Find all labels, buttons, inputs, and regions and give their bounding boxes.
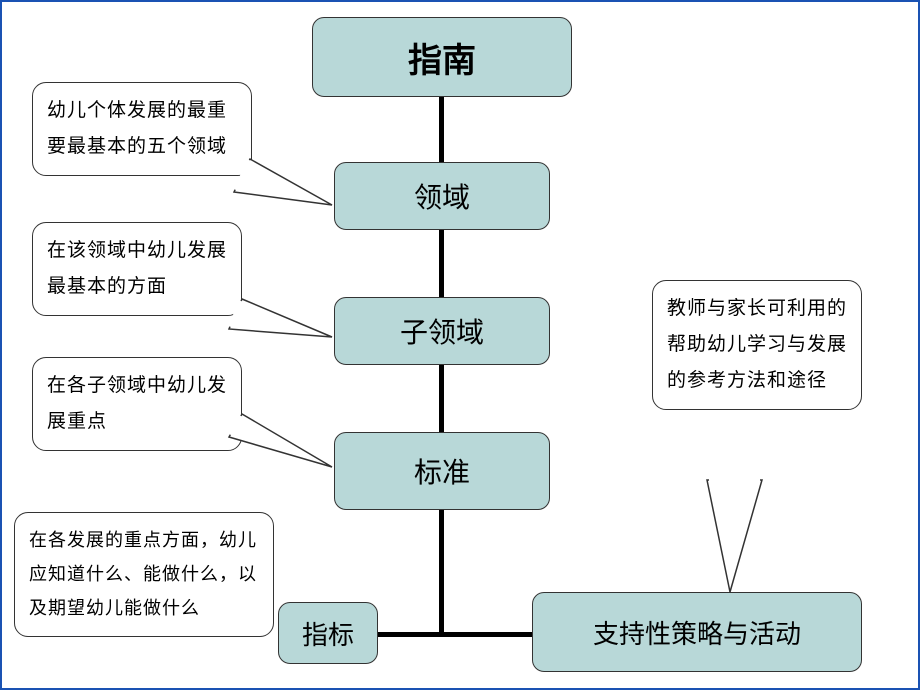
- node-indicator-label: 指标: [302, 615, 354, 652]
- node-domain: 领域: [334, 162, 550, 230]
- callout-standard-tail: [227, 412, 342, 477]
- node-standard: 标准: [334, 432, 550, 510]
- callout-domain-text: 幼儿个体发展的最重要最基本的五个领域: [47, 100, 227, 157]
- diagram-canvas: 指南 领域 子领域 标准 指标 支持性策略与活动 幼儿个体发展的最重要最基本的五…: [0, 0, 920, 690]
- node-indicator: 指标: [278, 602, 378, 664]
- callout-domain: 幼儿个体发展的最重要最基本的五个领域: [32, 82, 252, 176]
- node-subdomain: 子领域: [334, 297, 550, 365]
- connector-branch: [378, 632, 538, 637]
- callout-subdomain-text: 在该领域中幼儿发展最基本的方面: [47, 240, 227, 297]
- callout-indicator: 在各发展的重点方面，幼儿应知道什么、能做什么，以及期望幼儿能做什么: [14, 512, 274, 637]
- node-support: 支持性策略与活动: [532, 592, 862, 672]
- callout-standard: 在各子领域中幼儿发展重点: [32, 357, 242, 451]
- node-support-label: 支持性策略与活动: [593, 614, 801, 651]
- callout-standard-text: 在各子领域中幼儿发展重点: [47, 375, 227, 432]
- callout-support: 教师与家长可利用的帮助幼儿学习与发展的参考方法和途径: [652, 280, 862, 410]
- callout-support-tail: [692, 477, 782, 597]
- node-domain-label: 领域: [414, 176, 470, 216]
- callout-subdomain: 在该领域中幼儿发展最基本的方面: [32, 222, 242, 316]
- callout-indicator-text: 在各发展的重点方面，幼儿应知道什么、能做什么，以及期望幼儿能做什么: [29, 530, 257, 618]
- node-guide-label: 指南: [408, 33, 476, 82]
- node-standard-label: 标准: [414, 451, 470, 491]
- node-guide: 指南: [312, 17, 572, 97]
- callout-support-text: 教师与家长可利用的帮助幼儿学习与发展的参考方法和途径: [667, 298, 847, 391]
- node-subdomain-label: 子领域: [400, 311, 484, 351]
- callout-subdomain-tail: [227, 297, 342, 352]
